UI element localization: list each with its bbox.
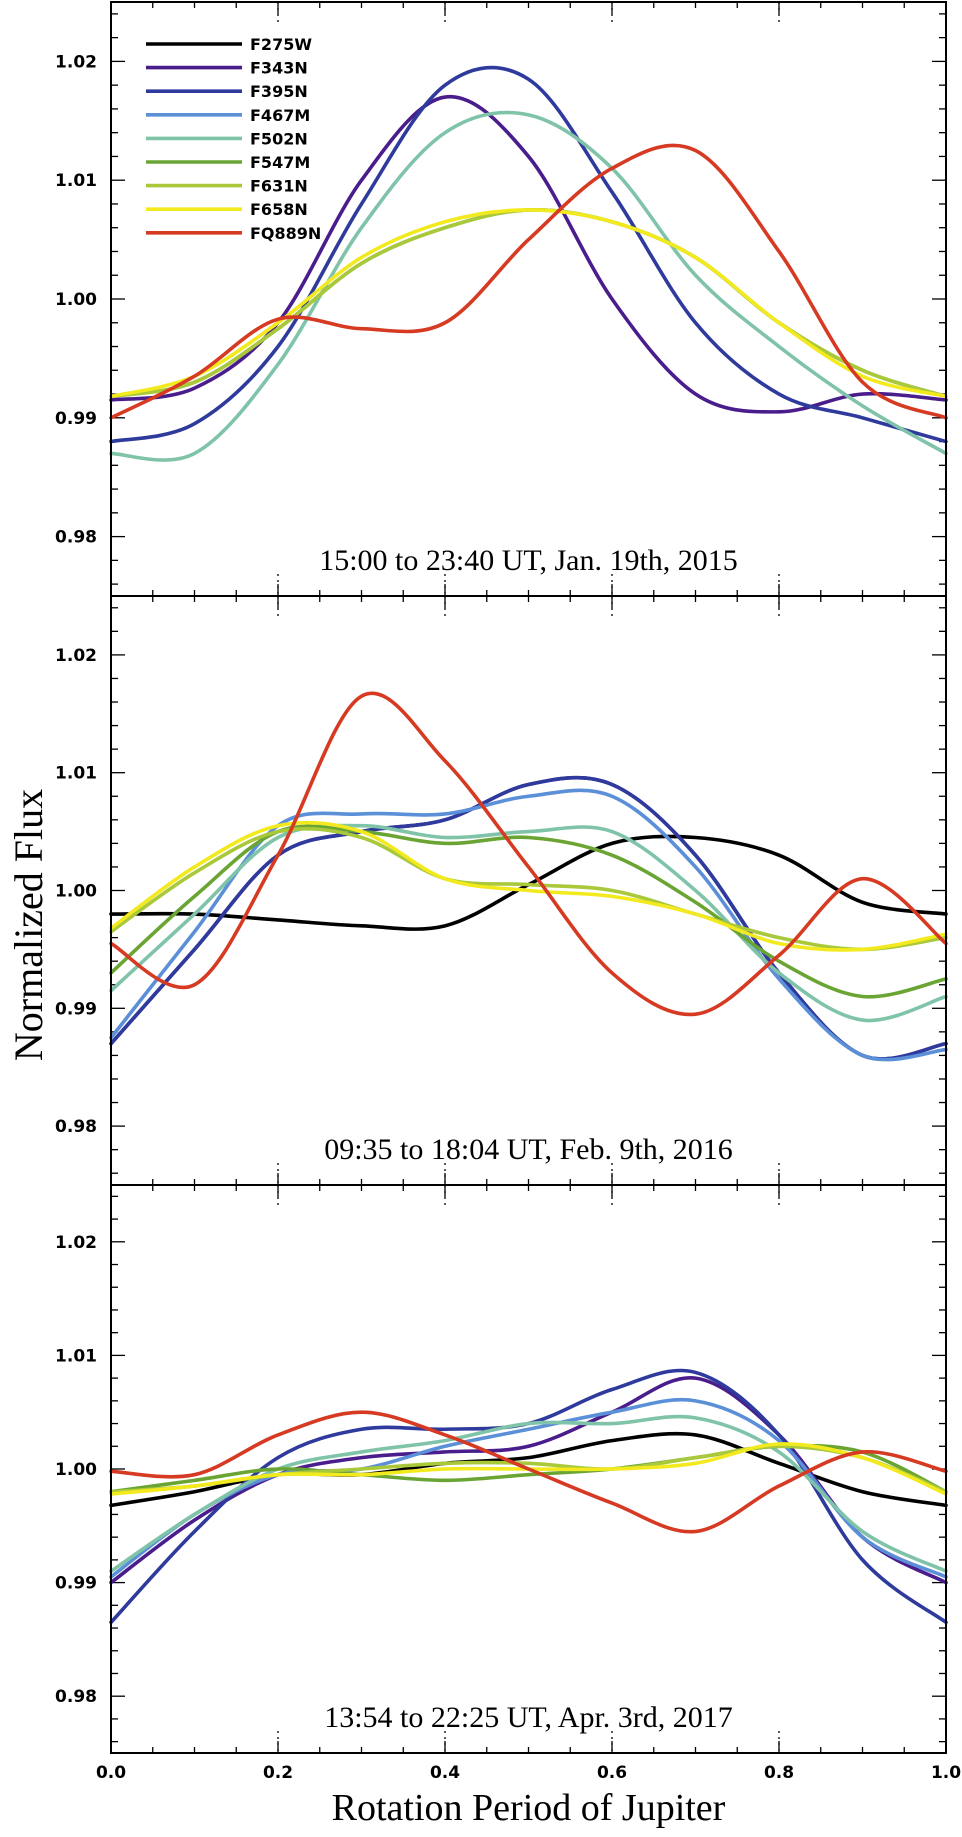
y-tick-label: 0.98: [55, 528, 97, 548]
y-tick-label: 0.98: [55, 1687, 97, 1707]
y-tick-label: 0.98: [55, 1117, 97, 1137]
series-line-f547m: [109, 824, 948, 999]
y-tick-label: 1.02: [55, 646, 97, 666]
x-tick-label: 0.6: [597, 1763, 627, 1783]
series-line-f467m: [109, 1397, 948, 1579]
legend-label-f658n: F658N: [250, 200, 308, 219]
series-line-f275w: [109, 834, 948, 931]
series-line-f502n: [109, 1414, 948, 1574]
y-tick-label: 1.00: [55, 882, 97, 902]
series-line-f631n: [109, 826, 948, 952]
panel-annotation: 09:35 to 18:04 UT, Feb. 9th, 2016: [324, 1133, 733, 1166]
series-line-fq889n: [109, 691, 948, 1017]
panel-3: 0.98 0.99 1.00 1.01 1.02 13:54 to 22:25 UT, A…: [55, 1184, 948, 1754]
panel-2: 0.98 0.99 1.00 1.01 1.02 09:35 to 18:04 UT, F…: [55, 595, 948, 1186]
y-tick-label: 1.01: [55, 764, 97, 784]
x-axis-label: Rotation Period of Jupiter: [332, 1787, 726, 1829]
y-tick-label: 1.00: [55, 1460, 97, 1480]
x-tick-label: 0.2: [263, 1763, 293, 1783]
panel-annotation: 15:00 to 23:40 UT, Jan. 19th, 2015: [319, 544, 738, 577]
series-line-f658n: [109, 820, 948, 952]
y-tick-label: 1.00: [55, 290, 97, 310]
series-line-f395n: [109, 775, 948, 1061]
legend-label-f631n: F631N: [250, 177, 308, 196]
legend-label-f395n: F395N: [250, 82, 308, 101]
y-tick-label: 1.01: [55, 1346, 97, 1366]
y-tick-label: 1.01: [55, 171, 97, 191]
legend-label-fq889n: FQ889N: [250, 224, 321, 243]
legend-label-f502n: F502N: [250, 129, 308, 148]
series-line-fq889n: [109, 143, 948, 420]
y-tick-label: 0.99: [55, 1574, 97, 1594]
series-line-f502n: [109, 110, 948, 462]
x-tick-label: 0.0: [96, 1763, 126, 1783]
series-line-f395n: [109, 65, 948, 444]
y-tick-label: 0.99: [55, 999, 97, 1019]
y-axis-label: Normalized Flux: [6, 789, 51, 1061]
x-tick-label: 0.4: [430, 1763, 460, 1783]
legend-label-f275w: F275W: [250, 35, 312, 54]
panel-1: 0.98 0.99 1.00 1.01 1.02 15:00 to 23:40 UT, J…: [55, 1, 948, 597]
legend-label-f467m: F467M: [250, 106, 310, 125]
y-tick-label: 1.02: [55, 52, 97, 72]
series-line-fq889n: [109, 1410, 948, 1534]
legend-label-f547m: F547M: [250, 153, 310, 172]
x-tick-label: 1.0: [931, 1763, 961, 1783]
y-tick-label: 0.99: [55, 409, 97, 429]
plot-frame: [110, 1184, 947, 1754]
legend-label-f343n: F343N: [250, 59, 308, 78]
y-tick-label: 1.02: [55, 1233, 97, 1253]
panel-annotation: 13:54 to 22:25 UT, Apr. 3rd, 2017: [324, 1701, 733, 1734]
series-line-f658n: [109, 208, 948, 399]
x-tick-label: 0.8: [764, 1763, 794, 1783]
series-line-f502n: [109, 823, 948, 1023]
legend: F275W F343N F395N F467M F502N F547M F631N F658N…: [146, 35, 321, 243]
series-line-f343n: [109, 94, 948, 414]
